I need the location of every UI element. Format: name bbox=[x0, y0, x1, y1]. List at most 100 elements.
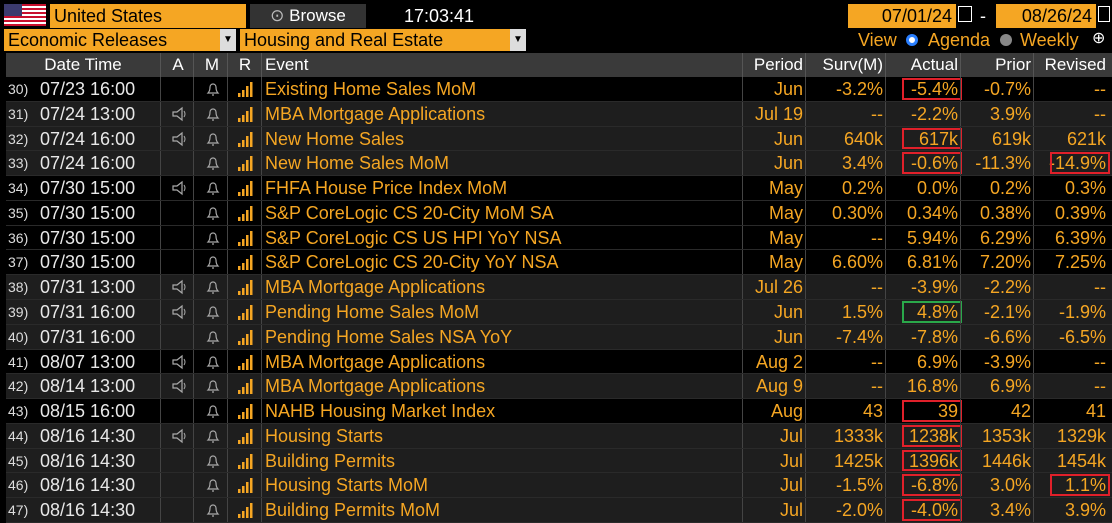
column-separator bbox=[1033, 101, 1034, 126]
column-separator bbox=[160, 77, 161, 101]
alert-bell[interactable] bbox=[203, 303, 223, 321]
column-separator bbox=[960, 250, 961, 275]
column-separator bbox=[885, 423, 886, 448]
alert-bell[interactable] bbox=[203, 278, 223, 296]
alert-bell[interactable] bbox=[203, 253, 223, 271]
column-separator bbox=[885, 374, 886, 399]
period-value: Jun bbox=[773, 128, 803, 149]
alert-bell[interactable] bbox=[203, 377, 223, 395]
relevance-bars[interactable] bbox=[236, 130, 256, 148]
alert-bell[interactable] bbox=[203, 130, 223, 148]
zoom-icon[interactable]: ⊕ bbox=[1092, 30, 1106, 47]
table-row: 30) 07/23 16:00 Existing Home Sales MoM Jun… bbox=[6, 77, 1112, 102]
alert-bell[interactable] bbox=[203, 402, 223, 420]
browse-button[interactable]: ⊙ Browse bbox=[250, 4, 366, 28]
radio-agenda[interactable] bbox=[906, 34, 918, 46]
table-row: 37) 07/30 15:00 S&P CoreLogic CS 20-City Y… bbox=[6, 250, 1112, 276]
period-value: May bbox=[768, 227, 803, 248]
relevance-bars[interactable] bbox=[236, 204, 256, 222]
relevance-bars[interactable] bbox=[236, 427, 256, 445]
alert-bell[interactable] bbox=[203, 179, 223, 197]
start-date[interactable]: 07/01/24 bbox=[848, 4, 956, 28]
surv-value: 0.2% bbox=[841, 178, 883, 199]
column-separator bbox=[742, 151, 743, 176]
audio-icon[interactable] bbox=[170, 179, 190, 197]
audio-icon[interactable] bbox=[170, 105, 190, 123]
row-number: 41) bbox=[8, 353, 29, 370]
end-date[interactable]: 08/26/24 bbox=[996, 4, 1096, 28]
column-separator bbox=[960, 324, 961, 349]
column-header: R bbox=[238, 55, 252, 74]
alert-bell[interactable] bbox=[203, 427, 223, 445]
relevance-bars[interactable] bbox=[236, 501, 256, 519]
revised-value: 1329k bbox=[1056, 425, 1106, 446]
alert-bell[interactable] bbox=[203, 105, 223, 123]
column-separator bbox=[261, 349, 262, 374]
relevance-bars[interactable] bbox=[236, 328, 256, 346]
relevance-bars[interactable] bbox=[236, 377, 256, 395]
calendar-icon[interactable] bbox=[1098, 6, 1110, 22]
prior-value: 3.0% bbox=[989, 475, 1031, 496]
column-separator bbox=[960, 77, 961, 101]
relevance-bars[interactable] bbox=[236, 179, 256, 197]
relevance-bars[interactable] bbox=[236, 229, 256, 247]
column-separator bbox=[193, 200, 194, 225]
surv-value: -3.2% bbox=[835, 79, 883, 99]
alert-bell[interactable] bbox=[203, 154, 223, 172]
revised-value: -- bbox=[1094, 277, 1106, 298]
audio-icon[interactable] bbox=[170, 130, 190, 148]
prior-value: 3.9% bbox=[989, 103, 1031, 124]
audio-icon[interactable] bbox=[170, 303, 190, 321]
relevance-bars[interactable] bbox=[236, 353, 256, 371]
radio-weekly[interactable] bbox=[1000, 34, 1012, 46]
country-field[interactable]: United States bbox=[50, 4, 246, 28]
agenda-label[interactable]: Agenda bbox=[928, 30, 991, 50]
column-separator bbox=[960, 53, 961, 77]
audio-icon[interactable] bbox=[170, 377, 190, 395]
category-dropdown[interactable]: Housing and Real Estate bbox=[240, 29, 510, 51]
column-separator bbox=[1033, 151, 1034, 176]
alert-bell[interactable] bbox=[203, 501, 223, 519]
surv-value: -- bbox=[871, 277, 883, 298]
dropdown-arrow[interactable]: ▼ bbox=[510, 29, 526, 51]
alert-bell[interactable] bbox=[203, 353, 223, 371]
relevance-bars[interactable] bbox=[236, 402, 256, 420]
audio-icon[interactable] bbox=[170, 278, 190, 296]
actual-value: -4.0% bbox=[910, 500, 958, 521]
alert-bell[interactable] bbox=[203, 476, 223, 494]
alert-bell[interactable] bbox=[203, 328, 223, 346]
relevance-bars[interactable] bbox=[236, 303, 256, 321]
audio-icon[interactable] bbox=[170, 427, 190, 445]
period-value: Jun bbox=[773, 326, 803, 347]
alert-bell[interactable] bbox=[203, 204, 223, 222]
audio-icon[interactable] bbox=[170, 353, 190, 371]
alert-bell[interactable] bbox=[203, 80, 223, 98]
relevance-bars[interactable] bbox=[236, 253, 256, 271]
column-separator bbox=[1033, 498, 1034, 522]
relevance-bars[interactable] bbox=[236, 278, 256, 296]
column-separator bbox=[193, 126, 194, 151]
calendar-icon[interactable] bbox=[958, 6, 972, 22]
column-separator bbox=[261, 176, 262, 200]
relevance-bars[interactable] bbox=[236, 105, 256, 123]
column-separator bbox=[885, 126, 886, 151]
alert-bell[interactable] bbox=[203, 229, 223, 247]
dropdown-arrow[interactable]: ▼ bbox=[220, 29, 236, 51]
column-separator bbox=[885, 101, 886, 126]
source-dropdown[interactable]: Economic Releases bbox=[4, 29, 220, 51]
relevance-bars[interactable] bbox=[236, 476, 256, 494]
relevance-bars[interactable] bbox=[236, 452, 256, 470]
column-separator bbox=[160, 473, 161, 498]
surv-value: 640k bbox=[843, 128, 883, 149]
prior-value: -3.9% bbox=[983, 351, 1031, 372]
alert-bell[interactable] bbox=[203, 452, 223, 470]
prior-value: 6.9% bbox=[989, 376, 1031, 397]
column-separator bbox=[960, 473, 961, 498]
column-separator bbox=[805, 349, 806, 374]
column-header: M bbox=[204, 55, 220, 74]
relevance-bars[interactable] bbox=[236, 154, 256, 172]
weekly-label[interactable]: Weekly bbox=[1020, 30, 1079, 50]
relevance-bars[interactable] bbox=[236, 80, 256, 98]
period-value: May bbox=[768, 252, 803, 273]
column-separator bbox=[261, 225, 262, 250]
